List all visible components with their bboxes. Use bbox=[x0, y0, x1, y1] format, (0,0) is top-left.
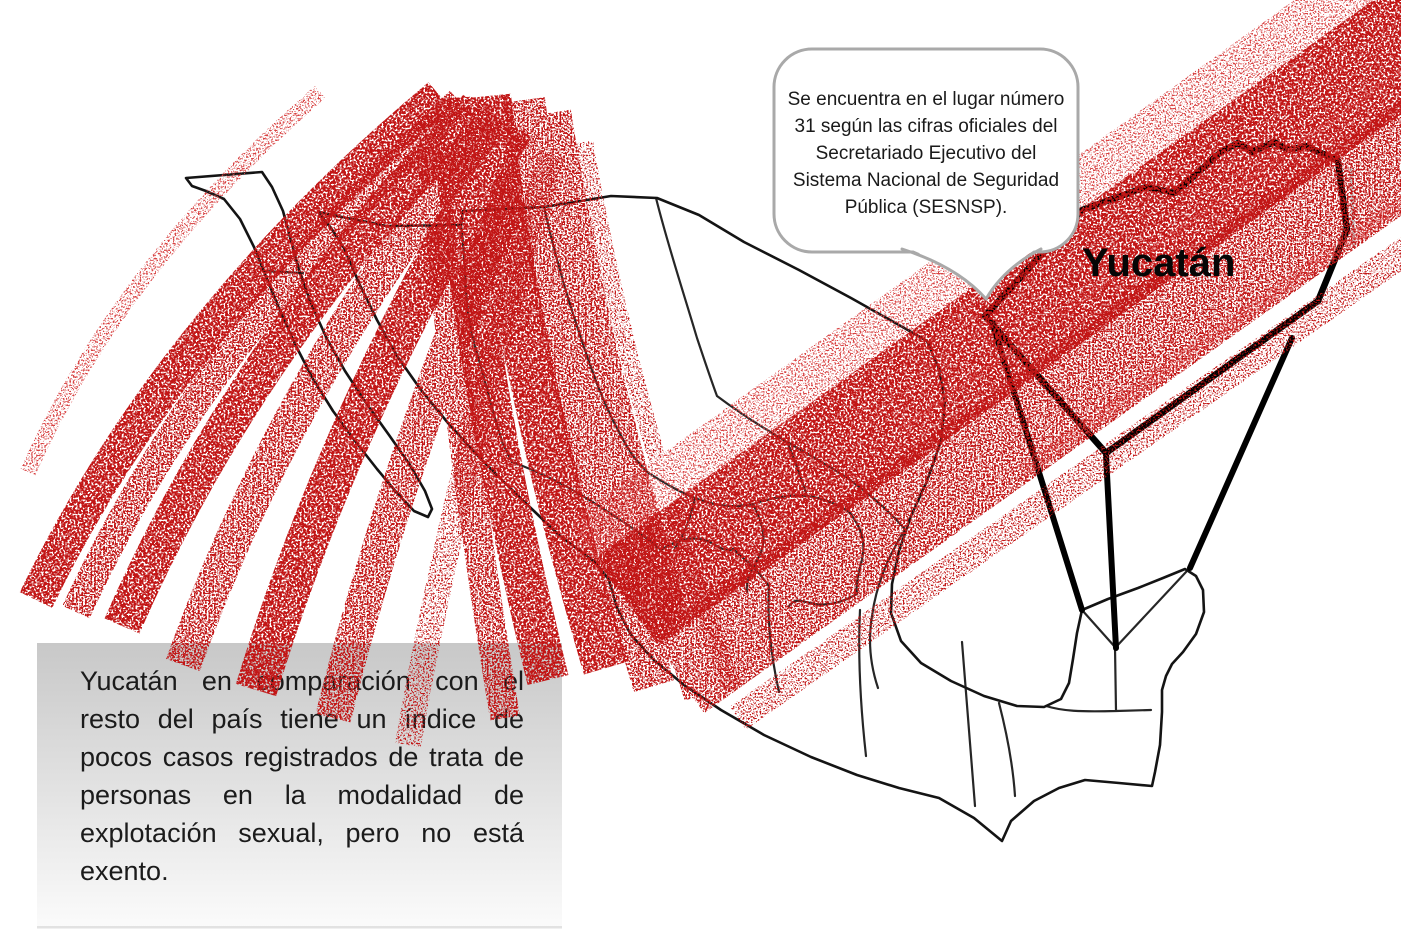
baja-california-outline bbox=[184, 170, 434, 519]
speech-bubble-text: Se encuentra en el lugar número 31 según … bbox=[786, 86, 1066, 221]
text-line: Secretariado Ejecutivo del bbox=[815, 143, 1037, 164]
text-line: Sistema Nacional de Seguridad bbox=[792, 170, 1060, 191]
text-line: personas en la modalidad de bbox=[80, 780, 524, 810]
crayon-scribble-sparse bbox=[20, 0, 1401, 748]
zoom-connector-lines bbox=[989, 319, 1295, 651]
text-line: Yucatán en comparación con el bbox=[80, 666, 524, 696]
speech-bubble-tail bbox=[902, 246, 1041, 299]
crayon-scribble-dense bbox=[19, 0, 1401, 697]
text-line: explotación sexual, pero no está bbox=[80, 818, 524, 848]
text-line: 31 según las cifras oficiales del bbox=[794, 116, 1058, 137]
text-line: exento. bbox=[80, 856, 169, 886]
infobox-text: Yucatán en comparación con el resto del p… bbox=[80, 662, 524, 890]
yucatan-state-label: Yucatán bbox=[1082, 241, 1236, 285]
text-line: Pública (SESNSP). bbox=[844, 197, 1008, 218]
crayon-scribble-medium bbox=[62, 90, 1401, 723]
text-line: resto del país tiene un índice de bbox=[80, 704, 524, 734]
highlight-shadow bbox=[1349, 167, 1356, 249]
text-line: pocos casos registrados de trata de bbox=[80, 742, 524, 772]
text-line: Se encuentra en el lugar número bbox=[787, 89, 1065, 110]
